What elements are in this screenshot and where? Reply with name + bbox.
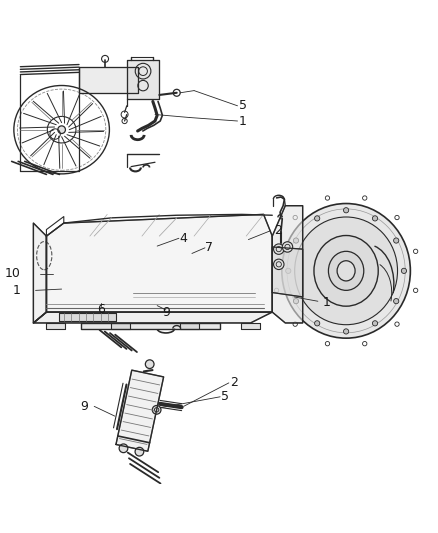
Circle shape bbox=[394, 298, 399, 304]
Polygon shape bbox=[46, 214, 272, 312]
Circle shape bbox=[293, 298, 299, 304]
Text: 1: 1 bbox=[322, 296, 330, 309]
Polygon shape bbox=[272, 247, 303, 297]
Polygon shape bbox=[111, 323, 130, 329]
Circle shape bbox=[343, 208, 349, 213]
Circle shape bbox=[58, 126, 65, 133]
Circle shape bbox=[372, 216, 378, 221]
Circle shape bbox=[314, 321, 320, 326]
Ellipse shape bbox=[337, 261, 355, 281]
Polygon shape bbox=[46, 323, 65, 329]
Ellipse shape bbox=[328, 252, 364, 290]
Text: 9: 9 bbox=[162, 305, 170, 319]
Polygon shape bbox=[272, 206, 303, 323]
Polygon shape bbox=[127, 60, 159, 99]
Ellipse shape bbox=[314, 236, 378, 306]
Circle shape bbox=[286, 268, 291, 273]
Circle shape bbox=[343, 329, 349, 334]
Text: 10: 10 bbox=[4, 268, 20, 280]
Text: 5: 5 bbox=[222, 390, 230, 403]
Text: 2: 2 bbox=[230, 376, 238, 390]
Polygon shape bbox=[81, 323, 220, 329]
Circle shape bbox=[401, 268, 406, 273]
Circle shape bbox=[274, 259, 284, 270]
Circle shape bbox=[152, 406, 161, 414]
Ellipse shape bbox=[295, 217, 398, 325]
Polygon shape bbox=[33, 223, 46, 323]
Text: 4: 4 bbox=[179, 232, 187, 245]
Circle shape bbox=[119, 444, 128, 453]
Circle shape bbox=[145, 360, 154, 368]
Circle shape bbox=[274, 244, 284, 254]
Polygon shape bbox=[33, 312, 272, 323]
Ellipse shape bbox=[282, 204, 410, 338]
Polygon shape bbox=[60, 312, 116, 321]
Polygon shape bbox=[79, 67, 138, 93]
Circle shape bbox=[394, 238, 399, 243]
Circle shape bbox=[314, 216, 320, 221]
Circle shape bbox=[282, 242, 293, 252]
Text: 7: 7 bbox=[205, 241, 213, 254]
Text: 9: 9 bbox=[80, 400, 88, 413]
Polygon shape bbox=[241, 323, 260, 329]
Text: 5: 5 bbox=[239, 99, 247, 112]
Circle shape bbox=[372, 321, 378, 326]
Circle shape bbox=[135, 447, 144, 456]
Text: 1: 1 bbox=[13, 284, 20, 297]
Circle shape bbox=[293, 238, 299, 243]
Text: 1: 1 bbox=[239, 115, 247, 127]
Polygon shape bbox=[180, 323, 199, 329]
Text: 6: 6 bbox=[97, 303, 105, 317]
Text: 2: 2 bbox=[275, 224, 283, 237]
Polygon shape bbox=[116, 370, 164, 451]
